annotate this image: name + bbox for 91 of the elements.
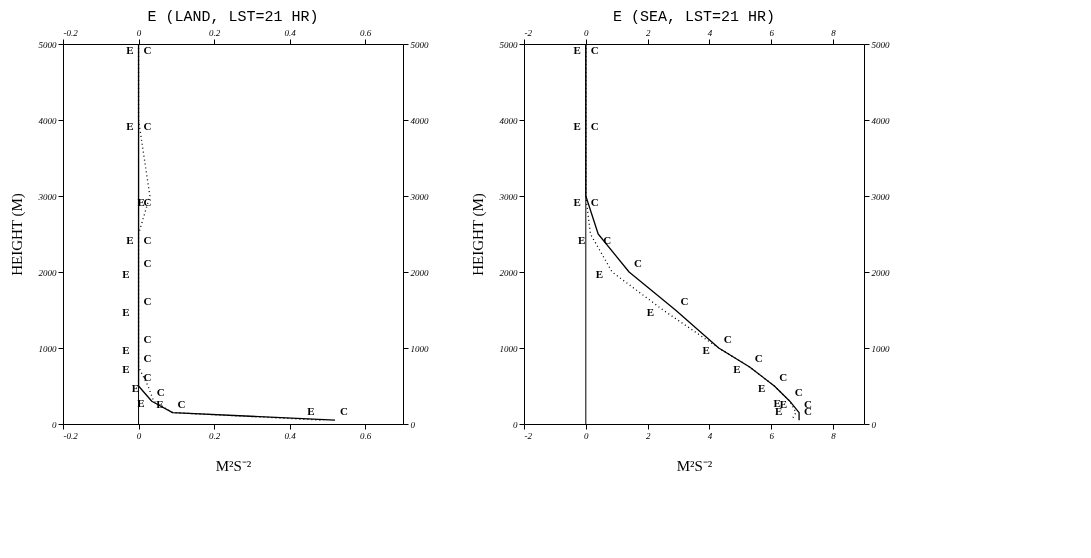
text: E: [573, 44, 581, 56]
x2-tick-label: -0.2: [63, 27, 79, 38]
text: C: [590, 44, 599, 56]
y-tick-label: 3000: [37, 191, 57, 202]
x2-tick-label: 8: [831, 27, 837, 38]
chart-title: E (LAND, LST=21 HR): [147, 9, 319, 26]
y2-tick-label: 2000: [410, 267, 429, 278]
text: E: [733, 363, 741, 375]
text: E: [758, 382, 766, 394]
text: C: [634, 257, 643, 269]
y2-tick-label: 0: [410, 419, 416, 430]
x-axis-title: M²S⁻²: [215, 457, 252, 474]
y-tick-label: 4000: [499, 115, 518, 126]
y-tick-label: 5000: [499, 39, 518, 50]
y2-tick-label: 4000: [871, 115, 890, 126]
x-tick-label: 0.2: [208, 430, 221, 441]
x-tick-label: 4: [707, 430, 713, 441]
y2-tick-label: 0: [871, 419, 877, 430]
x2-tick-label: 0: [584, 27, 590, 38]
x2-tick-label: 0.6: [360, 27, 372, 38]
text: C: [143, 295, 152, 307]
x-tick-label: 0: [136, 430, 142, 441]
y-tick-label: 2000: [499, 267, 518, 278]
x2-tick-label: -2: [524, 27, 533, 38]
text: E: [702, 344, 710, 356]
y-tick-label: 4000: [38, 115, 57, 126]
chart-title: E (SEA, LST=21 HR): [612, 9, 776, 26]
x-tick-label: -0.2: [63, 430, 79, 441]
text: E: [307, 405, 315, 418]
y2-tick-label: 1000: [871, 343, 890, 354]
text: E: [122, 344, 130, 356]
x-tick-label: 0.4: [284, 430, 297, 441]
y-axis-title: HEIGHT (M): [469, 193, 487, 276]
x2-tick-label: 0.2: [208, 27, 221, 38]
y-tick-label: 2000: [38, 267, 57, 278]
text: E: [573, 120, 581, 132]
y-tick-label: 1000: [38, 343, 57, 354]
text: E: [126, 120, 134, 132]
x2-tick-label: 0: [136, 27, 142, 38]
text: C: [143, 234, 152, 246]
y2-tick-label: 2000: [871, 267, 890, 278]
x-axis-title: M²S⁻²: [676, 457, 713, 474]
text: C: [156, 386, 165, 399]
text: C: [590, 120, 599, 132]
text: C: [779, 371, 788, 383]
x2-tick-label: 6: [769, 27, 775, 38]
x-tick-label: 0.6: [360, 430, 372, 441]
text: E: [122, 306, 130, 318]
text: C: [680, 295, 689, 307]
text: C: [723, 333, 732, 345]
y2-tick-label: 5000: [410, 39, 429, 50]
text: C: [143, 257, 152, 269]
text: C: [143, 371, 152, 383]
y-tick-label: 3000: [498, 191, 518, 202]
y2-tick-label: 1000: [410, 343, 429, 354]
text: E: [578, 234, 586, 246]
y-tick-label: 0: [513, 419, 518, 430]
text: E: [126, 234, 134, 246]
y-tick-label: 0: [52, 419, 57, 430]
y2-tick-label: 4000: [410, 115, 429, 126]
y2-tick-label: 3000: [409, 191, 429, 202]
text: E: [122, 268, 130, 280]
text: E: [646, 306, 655, 318]
series-label: C: [603, 234, 612, 246]
x-tick-label: 2: [645, 430, 651, 441]
text: C: [590, 196, 599, 208]
text: C: [143, 44, 152, 56]
y2-tick-label: 5000: [871, 39, 890, 50]
series-label: C: [177, 397, 186, 410]
text: E: [573, 196, 581, 208]
y-tick-label: 5000: [38, 39, 57, 50]
y-tick-label: 1000: [499, 343, 518, 354]
y-axis-title: HEIGHT (M): [8, 193, 26, 276]
text: C: [143, 196, 152, 208]
x2-tick-label: 0.4: [284, 27, 297, 38]
x2-tick-label: 2: [645, 27, 651, 38]
text: C: [754, 352, 763, 364]
text: C: [143, 120, 152, 132]
text: C: [794, 386, 803, 399]
x-tick-label: 0: [584, 430, 590, 441]
text: C: [143, 333, 152, 345]
text: E: [122, 363, 130, 375]
x-tick-label: -2: [524, 430, 533, 441]
x-tick-label: 8: [831, 430, 837, 441]
text: E: [595, 268, 604, 280]
text: C: [143, 352, 152, 364]
x2-tick-label: 4: [707, 27, 713, 38]
text: C: [340, 405, 348, 418]
text: E: [126, 44, 134, 56]
y2-tick-label: 3000: [870, 191, 890, 202]
x-tick-label: 6: [769, 430, 775, 441]
